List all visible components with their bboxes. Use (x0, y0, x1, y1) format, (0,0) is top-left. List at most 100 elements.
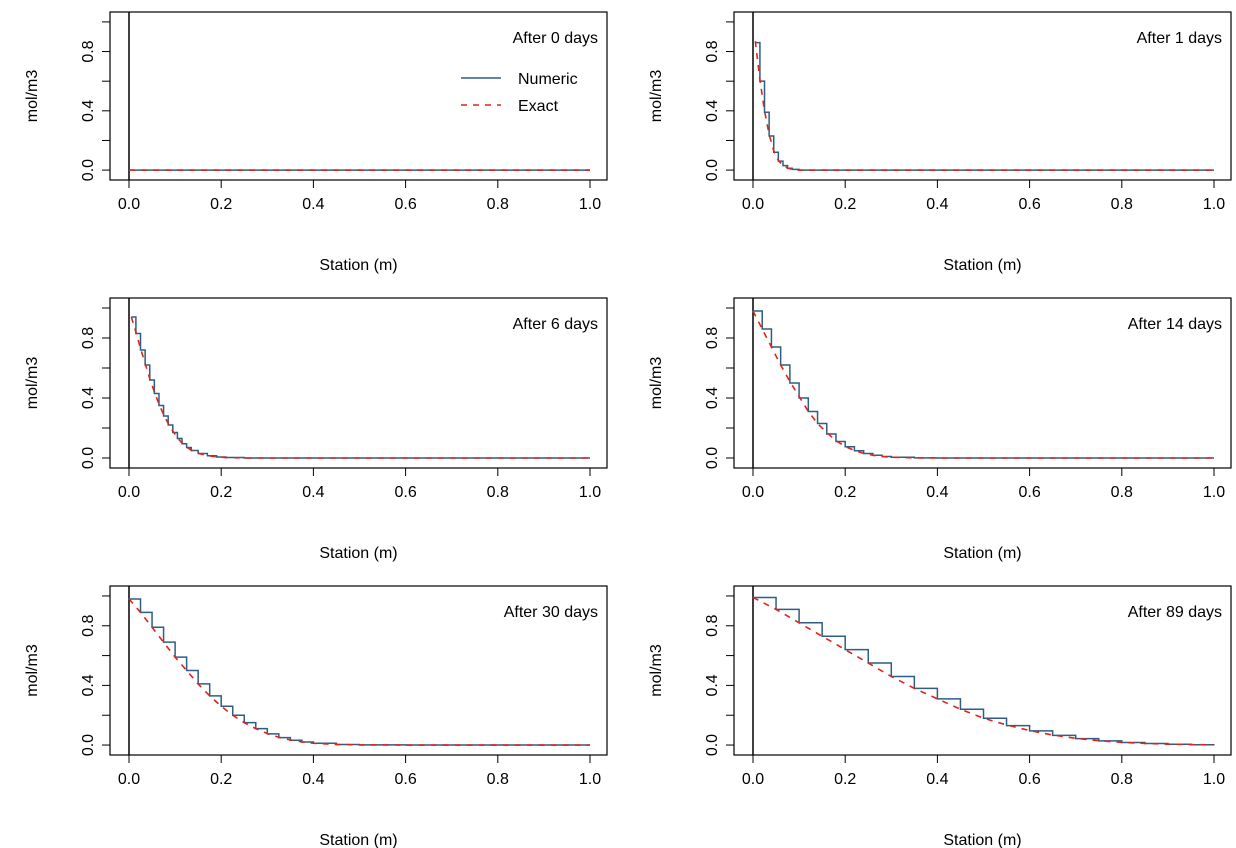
legend-label-numeric: Numeric (518, 71, 578, 88)
panel-title: After 30 days (504, 604, 598, 621)
x-axis: 0.0 0.2 0.4 0.6 0.8 1.0 (118, 755, 601, 788)
y-tick-label: 0.0 (80, 447, 97, 469)
y-tick-label: 0.8 (704, 615, 721, 637)
panel-title: After 89 days (1128, 604, 1222, 621)
y-tick-label: 0.4 (80, 387, 97, 409)
y-axis: 0.0 0.4 0.8 (704, 595, 734, 756)
x-tick-label: 1.0 (1203, 196, 1225, 213)
y-tick-label: 0.0 (80, 734, 97, 756)
series-numeric-line (755, 41, 1214, 171)
series-exact-line (752, 596, 1215, 746)
x-tick-label: 0.0 (742, 771, 764, 788)
x-axis-label: Station (m) (319, 832, 397, 848)
x-tick-label: 1.0 (1203, 484, 1225, 501)
y-axis-label: mol/m3 (648, 644, 665, 697)
x-tick-label: 0.8 (487, 196, 509, 213)
y-tick-label: 0.0 (704, 447, 721, 469)
series-exact-line (754, 41, 1214, 171)
x-tick-label: 0.0 (742, 484, 764, 501)
x-tick-label: 0.6 (394, 771, 416, 788)
x-axis-label: Station (m) (319, 257, 397, 274)
plot-frame (733, 11, 1232, 181)
panel-2: 0.0 0.2 0.4 0.6 0.8 1.0 Station (m) 0.0 0.4 0.8 mo… (24, 297, 608, 562)
plot-frame (109, 11, 608, 181)
x-axis-label: Station (m) (943, 257, 1021, 274)
x-tick-label: 0.2 (834, 771, 856, 788)
x-tick-label: 0.8 (1111, 484, 1133, 501)
x-axis-label: Station (m) (319, 545, 397, 562)
series-exact-line (128, 598, 590, 746)
panel-5: 0.0 0.2 0.4 0.6 0.8 1.0 Station (m) 0.0 0.4 0.8 mo… (648, 585, 1232, 848)
x-axis: 0.0 0.2 0.4 0.6 0.8 1.0 (742, 180, 1225, 213)
panel-0: 0.0 0.2 0.4 0.6 0.8 1.0 Station (m) 0.0 0.4 0.8 mo… (24, 11, 608, 274)
y-axis: 0.0 0.4 0.8 (80, 21, 110, 181)
y-axis-label: mol/m3 (648, 357, 665, 410)
plot-frame (733, 585, 1232, 756)
y-tick-label: 0.8 (704, 327, 721, 349)
y-tick-label: 0.8 (704, 40, 721, 62)
x-axis: 0.0 0.2 0.4 0.6 0.8 1.0 (742, 468, 1225, 501)
panel-3: 0.0 0.2 0.4 0.6 0.8 1.0 Station (m) 0.0 0.4 0.8 mo… (648, 297, 1232, 562)
x-tick-label: 0.8 (1111, 771, 1133, 788)
y-axis: 0.0 0.4 0.8 (80, 595, 110, 756)
y-axis: 0.0 0.4 0.8 (704, 307, 734, 469)
panel-1: 0.0 0.2 0.4 0.6 0.8 1.0 Station (m) 0.0 0.4 0.8 mo… (648, 11, 1232, 274)
plot-frame (109, 585, 608, 756)
x-tick-label: 0.2 (210, 484, 232, 501)
series-numeric-line (131, 316, 590, 459)
x-tick-label: 0.4 (302, 771, 324, 788)
x-tick-label: 0.0 (118, 484, 140, 501)
y-tick-label: 0.0 (704, 734, 721, 756)
x-tick-label: 0.2 (210, 771, 232, 788)
x-tick-label: 0.6 (394, 196, 416, 213)
panel-title: After 0 days (513, 30, 598, 47)
y-axis: 0.0 0.4 0.8 (704, 21, 734, 181)
legend: Numeric Exact (461, 71, 578, 115)
y-tick-label: 0.8 (80, 327, 97, 349)
x-tick-label: 0.6 (1018, 196, 1040, 213)
x-axis: 0.0 0.2 0.4 0.6 0.8 1.0 (118, 468, 601, 501)
x-tick-label: 0.2 (834, 484, 856, 501)
x-tick-label: 0.8 (487, 771, 509, 788)
y-axis-label: mol/m3 (24, 644, 41, 697)
y-tick-label: 0.4 (704, 674, 721, 696)
legend-label-exact: Exact (518, 98, 559, 115)
series-numeric-line (753, 310, 1214, 459)
plot-frame (109, 297, 608, 469)
x-tick-label: 0.8 (1111, 196, 1133, 213)
panel-4: 0.0 0.2 0.4 0.6 0.8 1.0 Station (m) 0.0 0.4 0.8 mo… (24, 585, 608, 848)
y-tick-label: 0.4 (80, 100, 97, 122)
y-tick-label: 0.4 (80, 674, 97, 696)
y-tick-label: 0.4 (704, 100, 721, 122)
y-axis-label: mol/m3 (24, 70, 41, 123)
series-exact-line (130, 316, 590, 459)
y-tick-label: 0.0 (80, 159, 97, 181)
panel-title: After 6 days (513, 316, 598, 333)
plot-frame (733, 297, 1232, 469)
x-tick-label: 0.8 (487, 484, 509, 501)
y-tick-label: 0.8 (80, 40, 97, 62)
y-axis: 0.0 0.4 0.8 (80, 307, 110, 469)
x-tick-label: 1.0 (579, 484, 601, 501)
y-axis-label: mol/m3 (648, 70, 665, 123)
x-tick-label: 0.4 (926, 484, 948, 501)
x-tick-label: 1.0 (579, 771, 601, 788)
x-tick-label: 0.4 (302, 196, 324, 213)
x-tick-label: 0.6 (394, 484, 416, 501)
y-axis-label: mol/m3 (24, 357, 41, 410)
series-exact-line (752, 310, 1214, 459)
x-axis: 0.0 0.2 0.4 0.6 0.8 1.0 (118, 180, 601, 213)
x-tick-label: 0.0 (118, 196, 140, 213)
x-axis-label: Station (m) (943, 832, 1021, 848)
x-tick-label: 0.2 (210, 196, 232, 213)
x-tick-label: 0.4 (302, 484, 324, 501)
x-axis-label: Station (m) (943, 545, 1021, 562)
panel-title: After 14 days (1128, 316, 1222, 333)
x-tick-label: 0.4 (926, 196, 948, 213)
x-tick-label: 0.2 (834, 196, 856, 213)
x-tick-label: 0.0 (118, 771, 140, 788)
x-tick-label: 0.6 (1018, 771, 1040, 788)
x-tick-label: 0.6 (1018, 484, 1040, 501)
x-tick-label: 0.0 (742, 196, 764, 213)
x-tick-label: 1.0 (579, 196, 601, 213)
